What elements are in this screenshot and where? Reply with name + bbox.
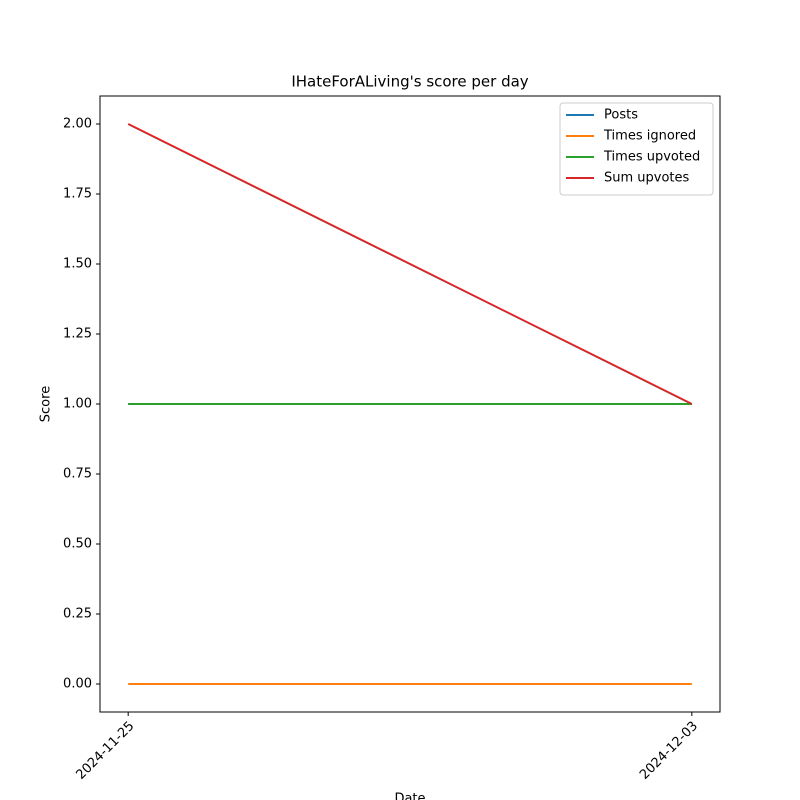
- legend-label: Times upvoted: [603, 150, 700, 165]
- y-tick-label: 1.50: [63, 257, 92, 272]
- y-tick-label: 0.50: [63, 537, 92, 552]
- chart-title: IHateForALiving's score per day: [291, 73, 528, 91]
- y-tick-label: 1.25: [63, 327, 92, 342]
- y-tick-label: 0.75: [63, 467, 92, 482]
- legend-label: Times ignored: [603, 129, 696, 144]
- x-axis-label: Date: [394, 792, 425, 800]
- plot-frame: [99, 95, 721, 713]
- y-axis-label: Score: [39, 386, 54, 422]
- y-tick-label: 2.00: [63, 117, 92, 132]
- legend-label: Sum upvotes: [604, 171, 690, 186]
- line-series: [127, 123, 693, 405]
- legend-label: Posts: [604, 108, 638, 123]
- x-tick-label: 2024-11-25: [73, 719, 137, 783]
- y-tick-label: 1.75: [63, 187, 92, 202]
- legend-box: [559, 102, 714, 196]
- y-tick-label: 0.00: [63, 677, 92, 692]
- x-tick-label: 2024-12-03: [637, 719, 701, 783]
- y-tick-label: 1.00: [63, 397, 92, 412]
- y-tick-label: 0.25: [63, 607, 92, 622]
